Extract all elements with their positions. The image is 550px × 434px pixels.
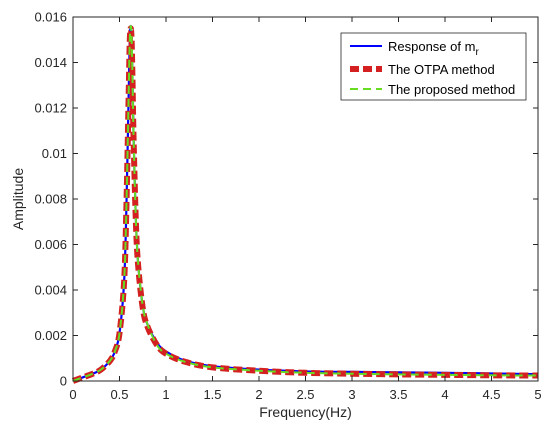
x-tick-label: 4 <box>441 387 448 402</box>
legend-label-response-subscript: r <box>475 47 479 58</box>
legend-label-response: Response of mr <box>388 39 479 58</box>
x-tick-label: 3.5 <box>389 387 407 402</box>
x-tick-label: 1.5 <box>203 387 221 402</box>
legend-label-otpa: The OTPA method <box>388 62 495 77</box>
y-tick-label: 0.016 <box>34 10 67 25</box>
series-line-proposed <box>72 25 539 382</box>
y-tick-label: 0.012 <box>34 101 67 116</box>
series-layer <box>71 24 539 384</box>
x-tick-label: 2.5 <box>296 387 314 402</box>
y-tick-label: 0.01 <box>42 146 67 161</box>
y-tick-label: 0 <box>60 374 67 389</box>
legend: Response of mr The OTPA method The propo… <box>340 32 527 101</box>
x-tick-label: 5 <box>534 387 541 402</box>
y-tick-label: 0.006 <box>34 237 67 252</box>
x-tick-label: 0.5 <box>110 387 128 402</box>
x-tick-label: 3 <box>348 387 355 402</box>
y-tick-label: 0.004 <box>34 283 67 298</box>
x-axis-title: Frequency(Hz) <box>259 404 352 420</box>
y-axis-title: Amplitude <box>10 168 26 230</box>
y-tick-label: 0.008 <box>34 192 67 207</box>
x-tick-label: 1 <box>162 387 169 402</box>
tick-layer: 0 0.5 1 1.5 2 2.5 3 3.5 4 4.5 5 0 0.002 0.004 0.006 0.0… <box>34 10 541 403</box>
legend-label-response-base: Response of m <box>388 39 475 54</box>
y-tick-label: 0.002 <box>34 328 67 343</box>
legend-label-proposed: The proposed method <box>388 82 515 97</box>
y-tick-label: 0.014 <box>34 55 67 70</box>
x-tick-label: 2 <box>255 387 262 402</box>
x-tick-label: 0 <box>69 387 76 402</box>
plot-frame <box>72 16 539 382</box>
x-tick-label: 4.5 <box>482 387 500 402</box>
